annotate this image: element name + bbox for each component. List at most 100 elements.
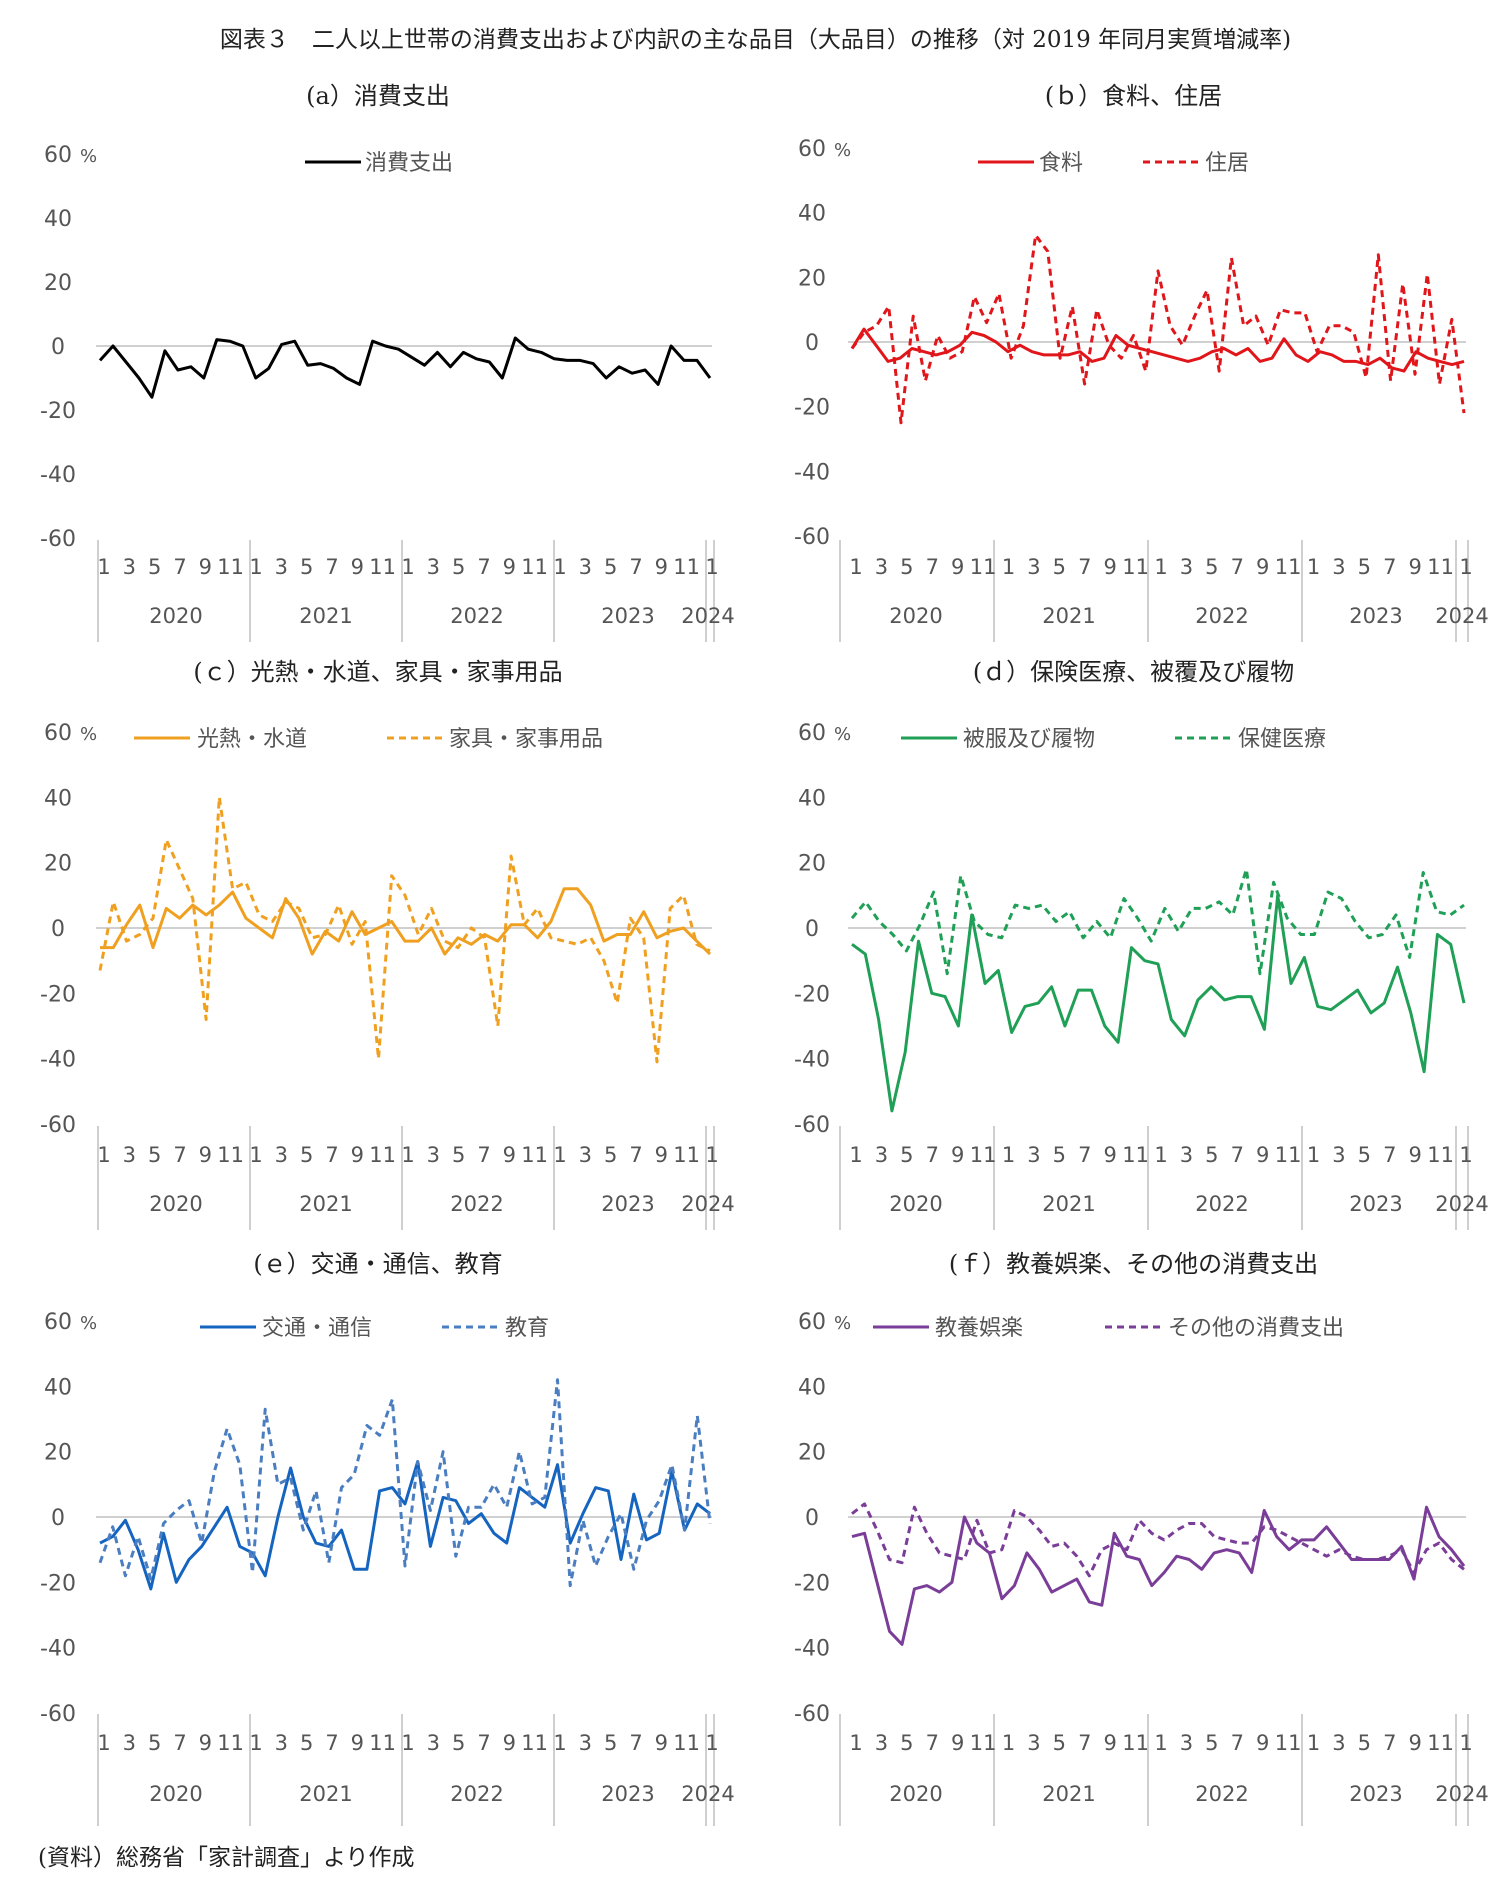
x-month-label: 7 [477, 555, 490, 579]
x-month-label: 1 [553, 1143, 566, 1167]
x-month-label: 3 [1027, 1143, 1040, 1167]
chart-title: (ｆ）教養娯楽、その他の消費支出 [948, 1250, 1319, 1278]
x-month-label: 9 [503, 555, 516, 579]
x-year-label: 2020 [149, 1782, 202, 1806]
y-tick-label: -40 [40, 1048, 76, 1073]
x-month-label: 5 [452, 1143, 465, 1167]
x-month-label: 3 [875, 1731, 888, 1755]
x-year-label: 2023 [1349, 1192, 1402, 1216]
page-title: 図表３ 二人以上世帯の消費支出および内訳の主な品目（大品目）の推移（対 2019… [219, 27, 1292, 53]
chart-panel-b: (ｂ）食料、住居 60 40 20 0 -20 -40 -60% 1 3 5 7 9 11 1 3 5 7 9 11… [756, 76, 1511, 646]
x-month-label: 5 [148, 555, 161, 579]
y-tick-label: 0 [51, 335, 65, 360]
chart-title: (ｅ）交通・通信、教育 [253, 1250, 503, 1278]
x-month-label: 7 [1231, 555, 1244, 579]
x-month-label: 1 [553, 1731, 566, 1755]
series-line-0 [98, 336, 712, 399]
chart-panel-d: (ｄ）保険医療、被覆及び履物 60 40 20 0 -20 -40 -60% 1 3 5 7 9 11 1… [756, 652, 1511, 1234]
x-year-label: 2022 [1195, 604, 1248, 628]
y-tick-label: 0 [51, 1506, 65, 1531]
x-year-label: 2024 [681, 604, 734, 628]
x-month-label: 7 [926, 1731, 939, 1755]
y-tick-label: -20 [794, 396, 830, 421]
chart-panel-c: (ｃ）光熱・水道、家具・家事用品 60 40 20 0 -20 -40 -60% 1 3 5 7 9 1… [0, 652, 756, 1234]
x-month-label: 3 [123, 1143, 136, 1167]
x-month-label: 3 [1180, 1143, 1193, 1167]
x-year-label: 2022 [450, 1782, 503, 1806]
x-month-label: 1 [849, 555, 862, 579]
x-month-label: 11 [970, 1143, 997, 1167]
x-month-label: 11 [1122, 1143, 1149, 1167]
x-month-label: 3 [1332, 1143, 1345, 1167]
x-month-label: 5 [1205, 1143, 1218, 1167]
legend-label: 教養娯楽 [935, 1316, 1023, 1341]
x-month-label: 7 [325, 1143, 338, 1167]
y-tick-label: -60 [794, 1113, 830, 1138]
x-month-label: 9 [503, 1143, 516, 1167]
x-month-label: 11 [673, 1731, 700, 1755]
chart-title: (a）消費支出 [306, 82, 450, 110]
x-month-label: 1 [849, 1731, 862, 1755]
x-month-label: 7 [1078, 555, 1091, 579]
legend-label: 家具・家事用品 [449, 727, 603, 752]
x-month-label: 1 [553, 555, 566, 579]
series-line-1 [850, 867, 1465, 976]
y-tick-label: 40 [798, 786, 826, 811]
x-month-label: 1 [1154, 1731, 1167, 1755]
x-month-label: 7 [477, 1731, 490, 1755]
y-tick-label: -60 [40, 1113, 76, 1138]
x-month-label: 11 [369, 1143, 396, 1167]
y-tick-label: -20 [40, 982, 76, 1007]
x-month-label: 3 [427, 1143, 440, 1167]
unit-label: % [80, 146, 97, 167]
y-tick-label: 40 [798, 1375, 826, 1400]
y-tick-label: -40 [40, 1637, 76, 1662]
x-month-label: 1 [1154, 1143, 1167, 1167]
x-year-label: 2023 [1349, 604, 1402, 628]
x-month-label: 5 [1358, 1731, 1371, 1755]
x-month-label: 3 [275, 555, 288, 579]
x-month-label: 5 [900, 1143, 913, 1167]
x-month-label: 9 [655, 1731, 668, 1755]
x-month-label: 1 [249, 1731, 262, 1755]
x-month-label: 1 [1459, 1731, 1472, 1755]
y-tick-label: -20 [794, 1571, 830, 1596]
x-month-label: 7 [173, 1731, 186, 1755]
x-month-label: 9 [351, 555, 364, 579]
x-month-label: 5 [300, 1731, 313, 1755]
x-month-label: 1 [705, 555, 718, 579]
y-tick-label: -60 [794, 525, 830, 550]
x-month-label: 3 [123, 1731, 136, 1755]
x-month-label: 1 [1002, 1731, 1015, 1755]
x-year-label: 2020 [149, 1192, 202, 1216]
series-line-1 [98, 795, 711, 1064]
x-month-label: 9 [1408, 1731, 1421, 1755]
x-month-label: 1 [849, 1143, 862, 1167]
y-tick-label: 60 [44, 1310, 72, 1335]
x-month-label: 3 [875, 1143, 888, 1167]
series-line-0 [851, 1505, 1466, 1646]
x-month-label: 9 [503, 1731, 516, 1755]
x-month-label: 9 [1256, 555, 1269, 579]
x-month-label: 7 [629, 1731, 642, 1755]
x-month-label: 3 [875, 555, 888, 579]
x-month-label: 9 [951, 1731, 964, 1755]
x-month-label: 3 [1332, 1731, 1345, 1755]
x-year-label: 2023 [601, 604, 654, 628]
series-line-1 [851, 1502, 1465, 1578]
x-month-label: 1 [1459, 1143, 1472, 1167]
x-month-label: 3 [275, 1143, 288, 1167]
x-month-label: 11 [521, 555, 548, 579]
x-year-label: 2024 [681, 1782, 734, 1806]
x-month-label: 7 [1383, 555, 1396, 579]
x-month-label: 9 [951, 1143, 964, 1167]
x-month-label: 9 [351, 1143, 364, 1167]
x-month-label: 9 [655, 555, 668, 579]
x-month-label: 3 [1027, 1731, 1040, 1755]
series-line-0 [99, 1460, 711, 1591]
x-month-label: 11 [970, 1731, 997, 1755]
y-tick-label: -40 [794, 1637, 830, 1662]
x-month-label: 5 [900, 555, 913, 579]
